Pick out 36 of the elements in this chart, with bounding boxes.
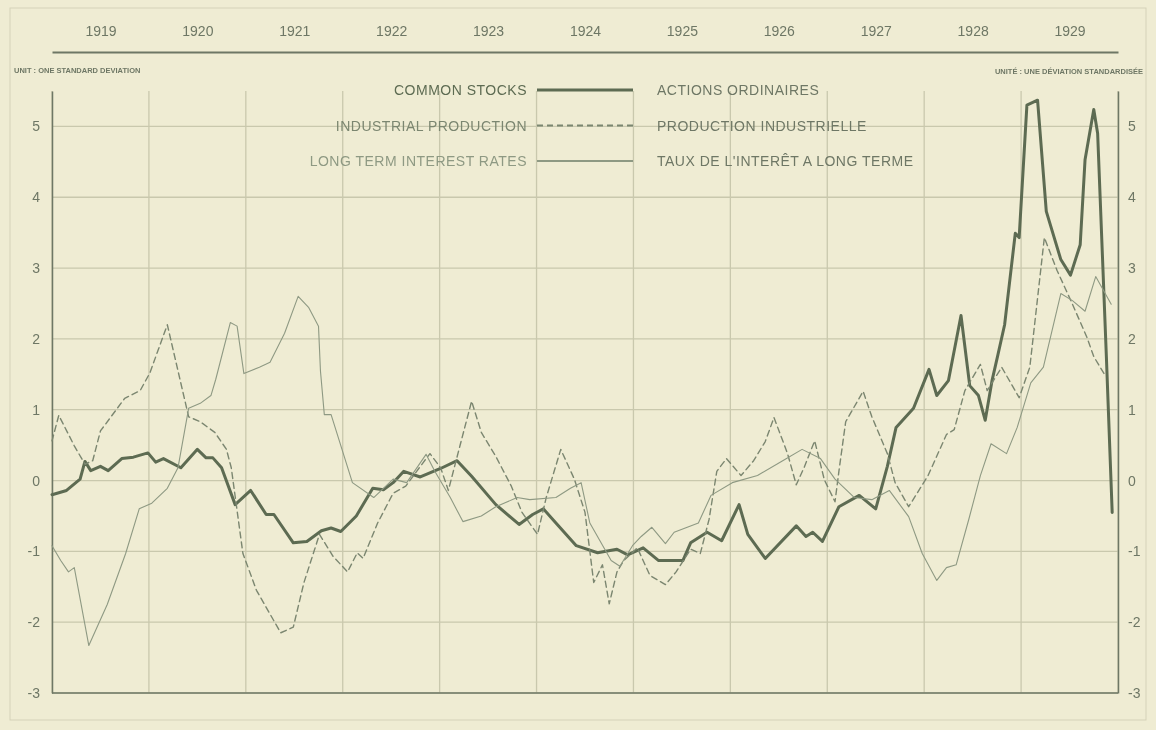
y-tick-label: 2 bbox=[32, 330, 41, 347]
x-tick-label: 1926 bbox=[763, 23, 796, 40]
y-tick-label: -3 bbox=[27, 684, 41, 701]
y2-tick-label: 2 bbox=[1128, 330, 1136, 347]
x-tick-label: 1929 bbox=[1054, 23, 1086, 40]
y2-tick-label: -1 bbox=[1128, 543, 1141, 560]
y-tick-label: 3 bbox=[32, 260, 41, 277]
y2-tick-label: 0 bbox=[1128, 472, 1136, 489]
y-tick-label: 5 bbox=[32, 118, 41, 135]
y-tick-label: 1 bbox=[32, 401, 41, 418]
annotation: PRODUCTION INDUSTRIELLE bbox=[657, 117, 867, 134]
x-tick-label: 1923 bbox=[473, 23, 505, 40]
y2-tick-label: 1 bbox=[1128, 401, 1136, 418]
y-tick-label: -1 bbox=[27, 543, 41, 560]
x-tick-label: 1921 bbox=[279, 23, 311, 40]
line-series bbox=[50, 98, 1114, 563]
annotation: TAUX DE L'INTERÊT A LONG TERME bbox=[657, 153, 914, 169]
y2-tick-label: -2 bbox=[1128, 614, 1141, 631]
y2-tick-label: -3 bbox=[1128, 684, 1141, 701]
x-tick-label: 1928 bbox=[957, 23, 989, 40]
text: LONG TERM INTEREST RATES bbox=[309, 153, 527, 169]
x-tick-label: 1927 bbox=[860, 23, 893, 40]
text: COMMON STOCKS bbox=[393, 82, 527, 98]
y-tick-label: 4 bbox=[32, 189, 41, 206]
y-tick-label: -2 bbox=[27, 614, 41, 631]
x-tick-label: 1925 bbox=[666, 23, 699, 40]
x-tick-label: 1919 bbox=[85, 23, 117, 40]
y-tick-label: 0 bbox=[32, 472, 41, 489]
text: INDUSTRIAL PRODUCTION bbox=[335, 117, 527, 134]
y2-tick-label: 4 bbox=[1128, 189, 1136, 206]
annotation: ACTIONS ORDINAIRES bbox=[657, 82, 820, 98]
x-tick-label: 1920 bbox=[182, 23, 214, 40]
y2-tick-label: 3 bbox=[1128, 260, 1136, 277]
x-tick-label: 1922 bbox=[376, 23, 408, 40]
x-tick-label: 1924 bbox=[569, 23, 602, 40]
y2-tick-label: 5 bbox=[1128, 118, 1136, 135]
